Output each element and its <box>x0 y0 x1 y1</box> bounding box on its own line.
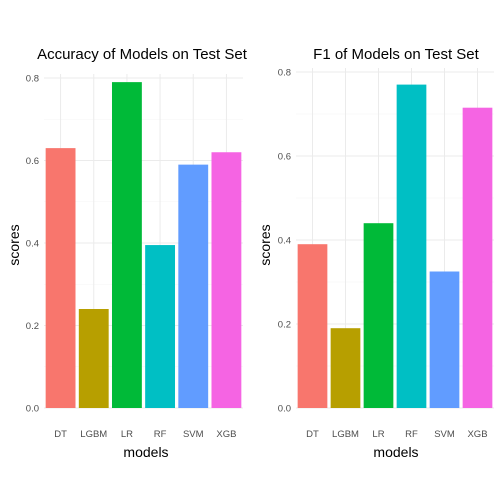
bar-lr <box>363 223 394 408</box>
y-tick-labels: 0.0 0.2 0.4 0.6 0.8 <box>278 68 291 415</box>
y-tick-label: 0.2 <box>278 320 291 331</box>
y-tick-label: 0.6 <box>26 156 39 167</box>
y-tick-label: 0.4 <box>278 236 291 247</box>
bars <box>297 84 493 408</box>
x-axis-title: models <box>373 444 418 460</box>
x-tick-label: SVM <box>183 429 204 440</box>
x-tick-label: DT <box>306 429 319 440</box>
bar-lgbm <box>78 309 109 408</box>
x-tick-label: LGBM <box>332 429 359 440</box>
accuracy-chart: Accuracy of Models on Test Set models sc… <box>6 46 248 460</box>
bar-lr <box>111 82 142 408</box>
x-tick-labels: DT LGBM LR RF SVM XGB <box>54 429 236 440</box>
x-tick-labels: DT LGBM LR RF SVM XGB <box>306 429 487 440</box>
x-tick-label: RF <box>154 429 167 440</box>
y-tick-label: 0.4 <box>26 239 39 250</box>
x-tick-label: XGB <box>216 429 236 440</box>
y-tick-label: 0.8 <box>26 74 39 85</box>
bar-xgb <box>462 107 493 408</box>
f1-chart: F1 of Models on Test Set models scores D… <box>257 46 494 460</box>
bar-rf <box>145 245 176 408</box>
bar-lgbm <box>330 328 361 408</box>
y-axis-title: scores <box>6 224 22 265</box>
bar-rf <box>396 84 427 408</box>
y-tick-label: 0.0 <box>278 404 291 415</box>
y-tick-label: 0.6 <box>278 152 291 163</box>
y-tick-label: 0.2 <box>26 321 39 332</box>
chart-title: Accuracy of Models on Test Set <box>37 46 248 63</box>
y-tick-label: 0.0 <box>26 404 39 415</box>
x-tick-label: SVM <box>434 429 455 440</box>
y-tick-labels: 0.0 0.2 0.4 0.6 0.8 <box>26 74 39 415</box>
x-tick-label: DT <box>54 429 67 440</box>
bar-svm <box>429 271 460 408</box>
x-axis-title: models <box>123 444 168 460</box>
bar-xgb <box>211 152 242 408</box>
x-tick-label: LR <box>121 429 133 440</box>
x-tick-label: LGBM <box>80 429 107 440</box>
bar-dt <box>45 148 76 408</box>
bars <box>45 82 242 408</box>
y-axis-title: scores <box>257 224 273 265</box>
bar-svm <box>178 164 209 408</box>
x-tick-label: XGB <box>467 429 487 440</box>
y-tick-label: 0.8 <box>278 68 291 79</box>
bar-dt <box>297 244 328 408</box>
chart-title: F1 of Models on Test Set <box>313 46 479 63</box>
x-tick-label: RF <box>405 429 418 440</box>
x-tick-label: LR <box>372 429 384 440</box>
